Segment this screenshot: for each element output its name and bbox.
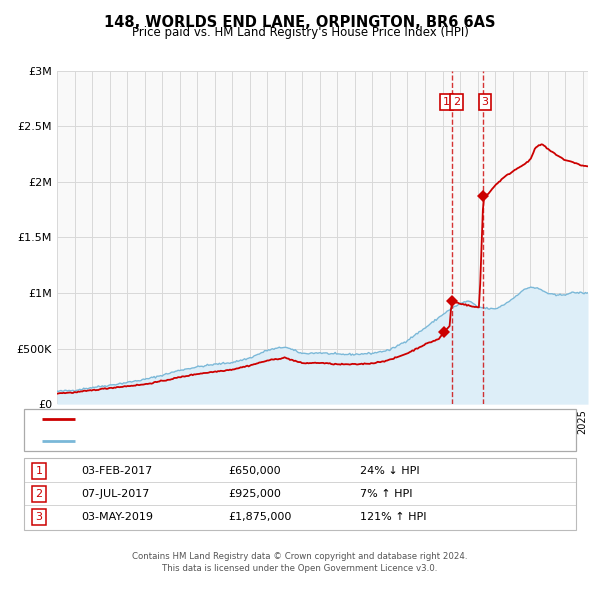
Text: This data is licensed under the Open Government Licence v3.0.: This data is licensed under the Open Gov… bbox=[163, 563, 437, 573]
Text: 7% ↑ HPI: 7% ↑ HPI bbox=[360, 489, 413, 499]
Text: 2: 2 bbox=[35, 489, 43, 499]
Text: 24% ↓ HPI: 24% ↓ HPI bbox=[360, 466, 419, 476]
Text: Contains HM Land Registry data © Crown copyright and database right 2024.: Contains HM Land Registry data © Crown c… bbox=[132, 552, 468, 561]
Text: £650,000: £650,000 bbox=[228, 466, 281, 476]
Text: 1: 1 bbox=[35, 466, 43, 476]
Text: Price paid vs. HM Land Registry's House Price Index (HPI): Price paid vs. HM Land Registry's House … bbox=[131, 26, 469, 39]
Text: 07-JUL-2017: 07-JUL-2017 bbox=[81, 489, 149, 499]
Text: HPI: Average price, detached house, Bromley: HPI: Average price, detached house, Brom… bbox=[79, 436, 316, 445]
Text: £925,000: £925,000 bbox=[228, 489, 281, 499]
Text: 148, WORLDS END LANE, ORPINGTON, BR6 6AS (detached house): 148, WORLDS END LANE, ORPINGTON, BR6 6AS… bbox=[79, 415, 423, 424]
Text: 2: 2 bbox=[453, 97, 460, 107]
Text: 3: 3 bbox=[35, 512, 43, 522]
Text: 03-FEB-2017: 03-FEB-2017 bbox=[81, 466, 152, 476]
Text: £1,875,000: £1,875,000 bbox=[228, 512, 292, 522]
Text: 03-MAY-2019: 03-MAY-2019 bbox=[81, 512, 153, 522]
Text: 1: 1 bbox=[443, 97, 450, 107]
Text: 3: 3 bbox=[482, 97, 488, 107]
Text: 148, WORLDS END LANE, ORPINGTON, BR6 6AS: 148, WORLDS END LANE, ORPINGTON, BR6 6AS bbox=[104, 15, 496, 30]
Text: 121% ↑ HPI: 121% ↑ HPI bbox=[360, 512, 427, 522]
